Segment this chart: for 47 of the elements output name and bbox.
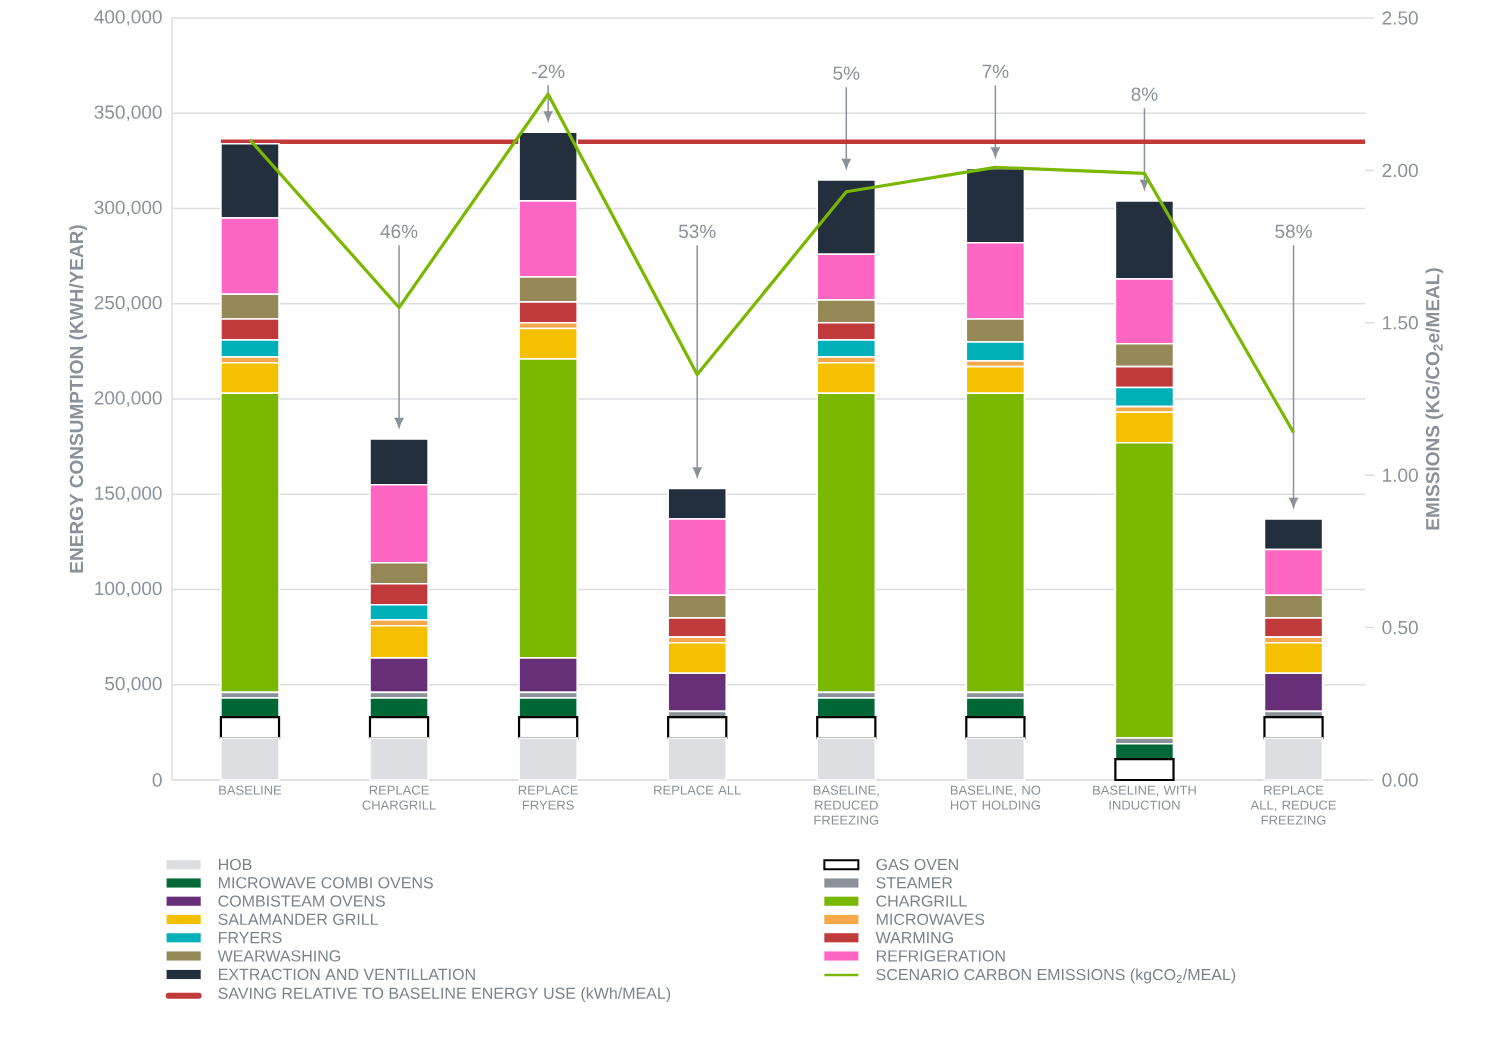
annotation: 7%	[982, 64, 1009, 78]
y-tick-label: 350,000	[94, 105, 162, 122]
y2-tick-label: 0.00	[1382, 773, 1418, 787]
annotation: 58%	[1275, 224, 1312, 239]
y-tick-label: 200,000	[94, 391, 162, 407]
y-tick-label: 50,000	[105, 676, 162, 693]
annotation: 8%	[1131, 87, 1158, 101]
legend-label: COMBISTEAM OVENS	[218, 895, 385, 907]
x-tick-label: REPLACE FRYERS	[518, 785, 578, 810]
y2-axis-title: EMISSIONS (KG/CO$_{2}$e/MEAL)	[1425, 268, 1444, 530]
annotation: 46%	[380, 224, 418, 239]
annotation: 53%	[678, 224, 716, 239]
legend-label: GAS OVEN	[876, 858, 958, 871]
x-tick-label: BASELINE, REDUCED FREEZING	[813, 785, 879, 825]
legend-label: SAVING RELATIVE TO BASELINE ENERGY USE (kWh/MEAL)	[218, 987, 671, 1003]
y-tick-label: 300,000	[94, 200, 162, 217]
legend-label: WEARWASHING	[217, 950, 341, 962]
legend-label: MICROWAVE COMBI OVENS	[218, 877, 433, 889]
x-tick-label: REPLACE ALL	[654, 785, 741, 795]
legend-label: SCENARIO CARBON EMISSIONS (kgCO$_{2}$/MEAL)	[876, 968, 1236, 984]
y2-tick-label: 2.00	[1382, 163, 1418, 178]
legend-label: CHARGRILL	[876, 895, 967, 907]
x-tick-label: BASELINE	[219, 785, 282, 795]
y-tick-label: 150,000	[95, 486, 162, 503]
y2-tick-label: 1.50	[1383, 316, 1418, 330]
legend-label: STEAMER	[876, 877, 953, 889]
legend-label: SALAMANDER GRILL	[218, 913, 379, 926]
x-tick-label: BASELINE, NO HOT HOLDING	[950, 785, 1041, 810]
legend-label: WARMING	[875, 931, 953, 944]
legend-label: FRYERS	[218, 931, 282, 944]
y2-tick-label: 2.50	[1382, 11, 1418, 25]
annotation: 5%	[833, 66, 860, 80]
legend-label: HOB	[218, 858, 252, 871]
y-tick-label: 400,000	[94, 10, 162, 26]
y-tick-label: 0	[152, 773, 162, 787]
legend-label: MICROWAVES	[876, 913, 985, 926]
x-tick-label: REPLACE ALL, REDUCE FREEZING	[1250, 785, 1336, 825]
x-tick-label: BASELINE, WITH INDUCTION	[1093, 785, 1196, 810]
y2-tick-label: 1.00	[1383, 468, 1418, 482]
y-axis-title: ENERGY CONSUMPTION (KWH/YEAR)	[69, 225, 87, 573]
legend-label: REFRIGERATION	[876, 950, 1005, 962]
legend-label: EXTRACTION AND VENTILLATION	[218, 968, 475, 981]
x-tick-label: REPLACE CHARGRILL	[362, 785, 436, 810]
annotation: -2%	[532, 64, 565, 79]
y-tick-label: 250,000	[94, 295, 162, 312]
y-tick-label: 100,000	[95, 581, 162, 598]
y2-tick-label: 0.50	[1382, 620, 1418, 635]
